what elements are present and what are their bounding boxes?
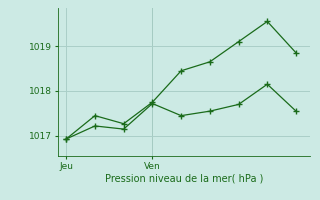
X-axis label: Pression niveau de la mer( hPa ): Pression niveau de la mer( hPa ): [105, 173, 263, 183]
